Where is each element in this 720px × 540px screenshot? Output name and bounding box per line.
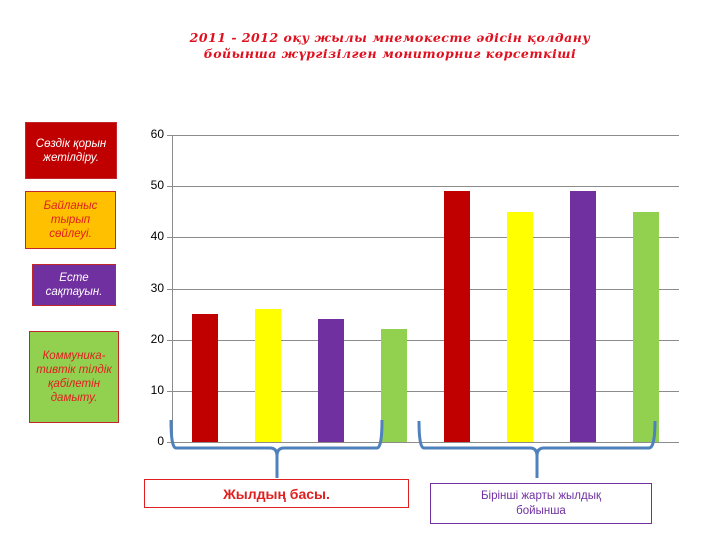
y-tick-label: 20 xyxy=(150,332,164,346)
caption-text: Бірінші жарты жылдық бойынша xyxy=(480,489,601,517)
y-tick-label: 50 xyxy=(150,178,164,192)
y-tick-label: 60 xyxy=(150,127,164,141)
bar xyxy=(255,309,281,442)
y-tick-label: 40 xyxy=(150,229,164,243)
chart-title: 2011 - 2012 оқу жылы мнемокесте әдісін қ… xyxy=(189,30,591,61)
bar xyxy=(318,319,344,442)
y-tick-label: 0 xyxy=(157,434,164,448)
bar xyxy=(507,212,533,442)
legend-item-connected-speech: Байланыс тырып сөйлеуі. xyxy=(25,191,116,249)
y-tick-label: 10 xyxy=(150,383,164,397)
y-tick-label: 30 xyxy=(150,281,164,295)
gridline xyxy=(167,135,679,136)
gridline xyxy=(167,391,679,392)
legend-item-memory: Есте сақтауын. xyxy=(32,264,116,306)
bar xyxy=(444,191,470,442)
bar xyxy=(633,212,659,442)
caption-text: Жылдың басы. xyxy=(223,485,330,502)
bar xyxy=(192,314,218,442)
legend-label: Байланыс тырып сөйлеуі. xyxy=(43,200,98,240)
legend-label: Коммуника-тивтік тілдік қабілетін дамыту… xyxy=(36,350,112,404)
legend-label: Есте сақтауын. xyxy=(45,272,103,298)
brace-icon xyxy=(169,419,384,478)
legend-item-communicative: Коммуника-тивтік тілдік қабілетін дамыту… xyxy=(29,331,119,423)
gridline xyxy=(167,442,679,443)
legend-item-vocabulary: Сөздік қорын жетілдіру. xyxy=(25,122,117,179)
bar xyxy=(381,329,407,442)
brace-icon xyxy=(417,420,657,478)
legend-label: Сөздік қорын жетілдіру. xyxy=(35,137,107,164)
gridline xyxy=(167,289,679,290)
gridline xyxy=(167,340,679,341)
category-label-first-half: Бірінші жарты жылдық бойынша xyxy=(430,483,652,524)
category-label-start-of-year: Жылдың басы. xyxy=(144,479,409,508)
bar xyxy=(570,191,596,442)
y-axis-line xyxy=(172,135,173,442)
gridline xyxy=(167,237,679,238)
gridline xyxy=(167,186,679,187)
